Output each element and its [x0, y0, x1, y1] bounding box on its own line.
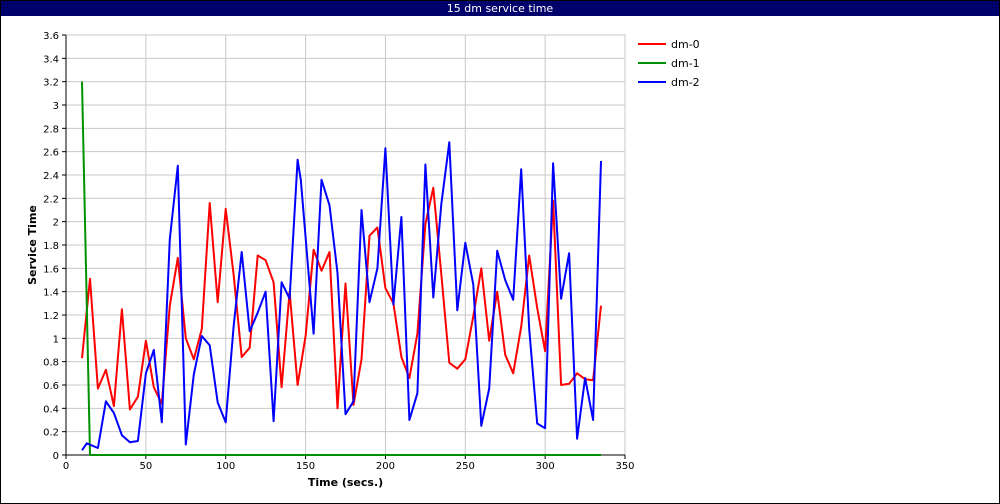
y-tick-label: 0.6	[43, 381, 59, 392]
y-tick-label: 2	[53, 218, 59, 229]
y-tick-label: 3	[53, 101, 59, 112]
x-tick-label: 200	[376, 461, 395, 472]
y-tick-label: 1.4	[43, 288, 59, 299]
y-tick-label: 0.4	[43, 404, 59, 415]
y-tick-label: 1.8	[43, 241, 59, 252]
y-tick-label: 3.4	[43, 54, 59, 65]
grid	[65, 34, 626, 456]
x-axis-label: Time (secs.)	[308, 476, 383, 489]
x-tick-label: 0	[63, 461, 69, 472]
y-tick-label: 2.2	[43, 194, 59, 205]
y-tick-label: 1.6	[43, 264, 59, 275]
y-tick-label: 3.2	[43, 78, 59, 89]
y-tick-label: 2.8	[43, 124, 59, 135]
x-tick-label: 350	[615, 461, 634, 472]
y-tick-label: 2.6	[43, 148, 59, 159]
y-tick-label: 3.6	[43, 31, 59, 42]
x-tick-label: 250	[456, 461, 475, 472]
y-tick-label: 0	[53, 451, 59, 462]
y-tick-label: 2.4	[43, 171, 59, 182]
series-line-dm-2	[81, 141, 602, 451]
legend-label-dm-1: dm-1	[671, 57, 700, 70]
x-tick-label: 50	[139, 461, 152, 472]
y-tick-label: 1.2	[43, 311, 59, 322]
x-tick-label: 150	[296, 461, 315, 472]
y-axis-label: Service Time	[26, 205, 39, 285]
legend-label-dm-0: dm-0	[671, 38, 700, 51]
series-line-dm-1	[81, 81, 601, 456]
y-tick-label: 1	[53, 334, 59, 345]
legend: dm-0 dm-1 dm-2	[638, 38, 700, 89]
x-tick-label: 300	[536, 461, 555, 472]
y-tick-label: 0.8	[43, 358, 59, 369]
y-tick-label: 0.2	[43, 428, 59, 439]
x-tick-label: 100	[216, 461, 235, 472]
series-lines	[81, 81, 602, 456]
chart-title: 15 dm service time	[1, 1, 999, 16]
legend-label-dm-2: dm-2	[671, 76, 700, 89]
